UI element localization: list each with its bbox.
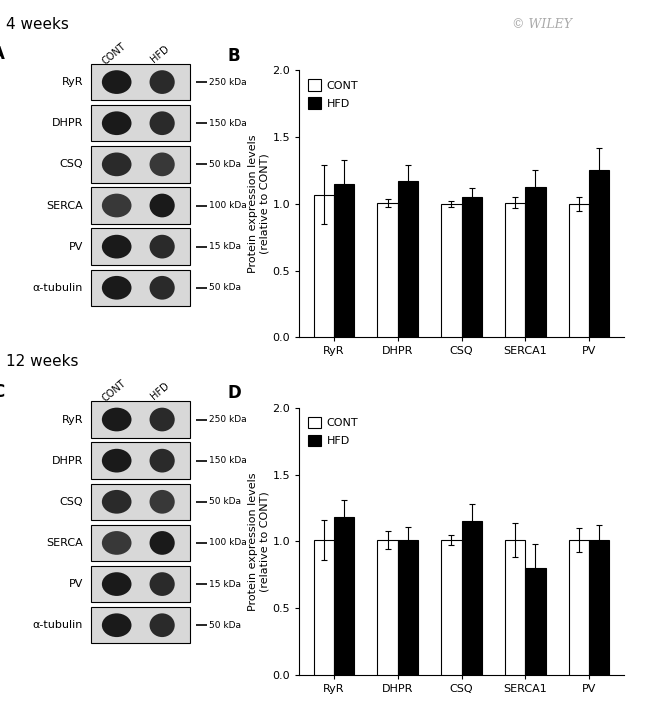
Ellipse shape — [102, 276, 131, 299]
Bar — [569, 540, 589, 675]
Bar — [91, 146, 190, 183]
Legend: CONT, HFD: CONT, HFD — [305, 413, 362, 449]
Ellipse shape — [102, 449, 131, 472]
Text: 150 kDa: 150 kDa — [209, 456, 247, 465]
Text: 50 kDa: 50 kDa — [209, 621, 241, 630]
Bar — [378, 202, 398, 337]
Bar — [314, 195, 334, 337]
Ellipse shape — [150, 276, 175, 299]
Ellipse shape — [150, 572, 175, 596]
Text: CONT: CONT — [101, 378, 128, 404]
Bar — [505, 202, 525, 337]
Ellipse shape — [150, 490, 175, 514]
Bar — [91, 401, 190, 438]
Ellipse shape — [102, 70, 131, 94]
Ellipse shape — [102, 490, 131, 514]
Ellipse shape — [150, 613, 175, 637]
Bar — [91, 228, 190, 265]
Text: CSQ: CSQ — [60, 160, 83, 169]
Ellipse shape — [102, 193, 131, 217]
Ellipse shape — [102, 235, 131, 259]
Bar — [91, 566, 190, 602]
Text: PV: PV — [69, 579, 83, 589]
Text: HFD: HFD — [149, 44, 171, 64]
Text: 50 kDa: 50 kDa — [209, 497, 241, 506]
Ellipse shape — [150, 193, 175, 217]
Bar — [91, 607, 190, 643]
Ellipse shape — [102, 572, 131, 596]
Bar — [441, 204, 461, 337]
Text: A: A — [0, 45, 5, 63]
Text: 100 kDa: 100 kDa — [209, 201, 247, 210]
Ellipse shape — [150, 235, 175, 259]
Bar — [91, 524, 190, 561]
Bar — [91, 484, 190, 520]
Bar — [378, 540, 398, 675]
Legend: CONT, HFD: CONT, HFD — [305, 76, 362, 112]
Text: B: B — [227, 47, 240, 65]
Text: α-tubulin: α-tubulin — [32, 620, 83, 630]
Text: CSQ: CSQ — [60, 497, 83, 507]
Text: © WILEY: © WILEY — [512, 18, 572, 30]
Bar — [569, 204, 589, 337]
Y-axis label: Protein expression levels
(relative to CONT): Protein expression levels (relative to C… — [248, 472, 270, 611]
Bar — [589, 540, 609, 675]
Text: 250 kDa: 250 kDa — [209, 77, 247, 86]
Bar — [398, 181, 418, 337]
Text: 12 weeks: 12 weeks — [6, 354, 79, 369]
Text: HFD: HFD — [149, 381, 171, 401]
Text: RyR: RyR — [62, 77, 83, 87]
Text: SERCA: SERCA — [46, 538, 83, 548]
Text: 100 kDa: 100 kDa — [209, 538, 247, 548]
Bar — [441, 540, 461, 675]
Bar — [91, 442, 190, 479]
Ellipse shape — [102, 153, 131, 176]
Bar — [91, 187, 190, 224]
Bar — [589, 170, 609, 337]
Bar — [91, 269, 190, 306]
Bar — [334, 517, 354, 675]
Y-axis label: Protein expression levels
(relative to CONT): Protein expression levels (relative to C… — [248, 134, 270, 273]
Ellipse shape — [150, 531, 175, 555]
Bar — [462, 197, 482, 337]
Text: D: D — [227, 385, 241, 402]
Bar — [462, 522, 482, 675]
Bar — [91, 64, 190, 101]
Text: 15 kDa: 15 kDa — [209, 242, 241, 251]
Text: SERCA: SERCA — [46, 200, 83, 210]
Bar — [398, 540, 418, 675]
Ellipse shape — [150, 70, 175, 94]
Ellipse shape — [102, 613, 131, 637]
Text: 50 kDa: 50 kDa — [209, 283, 241, 292]
Text: C: C — [0, 382, 5, 401]
Text: 150 kDa: 150 kDa — [209, 119, 247, 128]
Text: DHPR: DHPR — [52, 456, 83, 465]
Text: α-tubulin: α-tubulin — [32, 283, 83, 292]
Ellipse shape — [150, 153, 175, 176]
Bar — [525, 568, 545, 675]
Text: PV: PV — [69, 242, 83, 252]
Ellipse shape — [150, 449, 175, 472]
Text: 250 kDa: 250 kDa — [209, 415, 247, 424]
Ellipse shape — [102, 531, 131, 555]
Ellipse shape — [150, 111, 175, 135]
Bar — [334, 183, 354, 337]
Bar — [505, 540, 525, 675]
Text: RyR: RyR — [62, 415, 83, 425]
Text: CONT: CONT — [101, 41, 128, 67]
Ellipse shape — [150, 408, 175, 432]
Ellipse shape — [102, 111, 131, 135]
Bar — [91, 105, 190, 141]
Text: 15 kDa: 15 kDa — [209, 579, 241, 588]
Ellipse shape — [102, 408, 131, 432]
Text: 4 weeks: 4 weeks — [6, 17, 70, 32]
Text: 50 kDa: 50 kDa — [209, 160, 241, 169]
Bar — [314, 540, 334, 675]
Bar — [525, 186, 545, 337]
Text: DHPR: DHPR — [52, 118, 83, 128]
